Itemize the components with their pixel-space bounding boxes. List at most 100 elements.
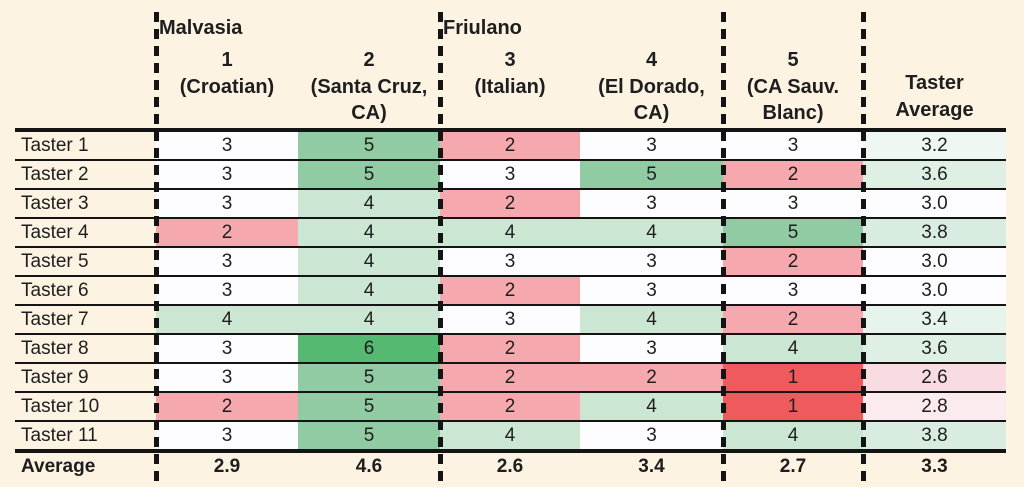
score-cell: 3 bbox=[580, 276, 723, 306]
score-cell: 3 bbox=[156, 130, 298, 161]
row-label: Taster 4 bbox=[15, 218, 156, 248]
row-average-cell: 3.8 bbox=[863, 218, 1006, 248]
score-cell: 2 bbox=[440, 392, 580, 422]
score-cell: 3 bbox=[440, 247, 580, 277]
column-average-cell: 2.9 bbox=[156, 449, 298, 481]
score-cell: 4 bbox=[580, 392, 723, 422]
score-cell: 2 bbox=[156, 218, 298, 248]
table-row: Taster 2 3 5 3 5 2 3.6 bbox=[15, 160, 1006, 190]
score-cell: 4 bbox=[156, 305, 298, 335]
score-cell: 4 bbox=[440, 218, 580, 248]
column-name: (Italian) bbox=[474, 76, 546, 98]
score-cell: 5 bbox=[298, 130, 440, 161]
score-cell: 3 bbox=[156, 247, 298, 277]
column-header-4: 4 (El Dorado, CA) bbox=[580, 14, 723, 132]
row-label: Taster 8 bbox=[15, 334, 156, 364]
row-average-cell: 3.8 bbox=[863, 421, 1006, 452]
column-number: 5 bbox=[787, 49, 799, 71]
column-header-5: 5 (CA Sauv. Blanc) bbox=[723, 14, 863, 132]
row-label: Taster 9 bbox=[15, 363, 156, 393]
dashed-divider-before-friulano bbox=[438, 12, 443, 481]
row-label: Taster 10 bbox=[15, 392, 156, 422]
column-header-taster-average: Taster Average bbox=[863, 14, 1006, 132]
row-average-cell: 3.6 bbox=[863, 334, 1006, 364]
row-label: Taster 2 bbox=[15, 160, 156, 190]
row-label: Taster 7 bbox=[15, 305, 156, 335]
score-cell: 3 bbox=[156, 276, 298, 306]
column-header-2: 2 (Santa Cruz, CA) bbox=[298, 14, 440, 132]
table-row: Taster 9 3 5 2 2 1 2.6 bbox=[15, 363, 1006, 393]
corner-cell bbox=[15, 14, 156, 132]
average-row: Average 2.9 4.6 2.6 3.4 2.7 3.3 bbox=[15, 449, 1006, 481]
group-label-malvasia: Malvasia bbox=[159, 17, 243, 39]
column-header-1: Malvasia 1 (Croatian) bbox=[156, 14, 298, 132]
score-cell: 5 bbox=[298, 363, 440, 393]
dashed-divider-before-taster-average bbox=[861, 12, 866, 481]
table-row: Taster 7 4 4 3 4 2 3.4 bbox=[15, 305, 1006, 335]
score-cell: 2 bbox=[440, 276, 580, 306]
column-number: 1 bbox=[221, 49, 233, 71]
row-average-cell: 3.0 bbox=[863, 247, 1006, 277]
tasting-table: Malvasia 1 (Croatian) 2 (Santa Cruz, CA)… bbox=[15, 14, 1006, 481]
score-cell: 6 bbox=[298, 334, 440, 364]
score-cell: 3 bbox=[580, 189, 723, 219]
score-cell: 3 bbox=[156, 334, 298, 364]
score-cell: 2 bbox=[440, 363, 580, 393]
score-cell: 4 bbox=[440, 421, 580, 452]
score-cell: 2 bbox=[723, 305, 863, 335]
column-number: 2 bbox=[363, 49, 375, 71]
table-row: Taster 1 3 5 2 3 3 3.2 bbox=[15, 130, 1006, 161]
score-cell: 3 bbox=[156, 189, 298, 219]
group-label-friulano: Friulano bbox=[443, 17, 522, 39]
score-cell: 5 bbox=[580, 160, 723, 190]
header-row: Malvasia 1 (Croatian) 2 (Santa Cruz, CA)… bbox=[15, 14, 1006, 132]
row-average-cell: 3.0 bbox=[863, 276, 1006, 306]
column-name: (Santa Cruz, CA) bbox=[310, 76, 428, 124]
score-cell: 5 bbox=[298, 421, 440, 452]
score-cell: 4 bbox=[298, 189, 440, 219]
score-cell: 3 bbox=[723, 276, 863, 306]
average-column-label: Taster Average bbox=[895, 72, 974, 121]
score-cell: 2 bbox=[580, 363, 723, 393]
column-name: (Croatian) bbox=[179, 76, 275, 98]
score-cell: 4 bbox=[298, 218, 440, 248]
dashed-divider-before-sauv-blanc bbox=[721, 12, 726, 481]
column-average-cell: 3.4 bbox=[580, 449, 723, 481]
score-cell: 3 bbox=[156, 363, 298, 393]
score-cell: 3 bbox=[440, 305, 580, 335]
table-row: Taster 10 2 5 2 4 1 2.8 bbox=[15, 392, 1006, 422]
score-cell: 2 bbox=[723, 247, 863, 277]
score-cell: 3 bbox=[723, 189, 863, 219]
score-cell: 3 bbox=[580, 334, 723, 364]
column-average-cell: 4.6 bbox=[298, 449, 440, 481]
score-cell: 4 bbox=[723, 334, 863, 364]
column-number: 4 bbox=[645, 49, 658, 71]
score-cell: 2 bbox=[723, 160, 863, 190]
score-cell: 3 bbox=[723, 130, 863, 161]
score-cell: 2 bbox=[440, 189, 580, 219]
row-average-cell: 3.0 bbox=[863, 189, 1006, 219]
table-row: Taster 11 3 5 4 3 4 3.8 bbox=[15, 421, 1006, 452]
column-number: 3 bbox=[504, 49, 516, 71]
score-cell: 3 bbox=[156, 160, 298, 190]
score-cell: 2 bbox=[440, 334, 580, 364]
score-cell: 5 bbox=[723, 218, 863, 248]
dashed-divider-before-malvasia bbox=[154, 12, 159, 481]
table-row: Taster 4 2 4 4 4 5 3.8 bbox=[15, 218, 1006, 248]
row-label: Taster 5 bbox=[15, 247, 156, 277]
table-row: Taster 5 3 4 3 3 2 3.0 bbox=[15, 247, 1006, 277]
table-row: Taster 6 3 4 2 3 3 3.0 bbox=[15, 276, 1006, 306]
score-cell: 1 bbox=[723, 363, 863, 393]
row-average-cell: 3.4 bbox=[863, 305, 1006, 335]
score-cell: 3 bbox=[580, 247, 723, 277]
row-average-cell: 2.6 bbox=[863, 363, 1006, 393]
score-cell: 5 bbox=[298, 392, 440, 422]
average-row-label: Average bbox=[15, 449, 156, 481]
score-cell: 3 bbox=[580, 130, 723, 161]
score-cell: 4 bbox=[723, 421, 863, 452]
score-cell: 3 bbox=[580, 421, 723, 452]
score-cell: 3 bbox=[440, 160, 580, 190]
column-average-cell: 2.6 bbox=[440, 449, 580, 481]
score-cell: 4 bbox=[298, 276, 440, 306]
